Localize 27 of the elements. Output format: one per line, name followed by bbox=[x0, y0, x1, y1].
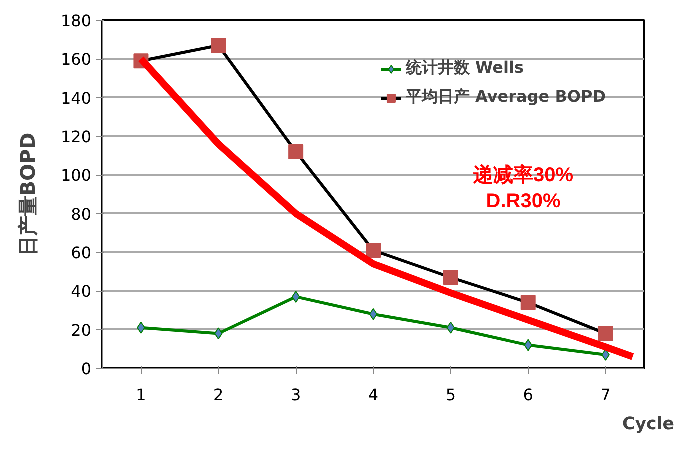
y-tick-label: 40 bbox=[71, 282, 92, 302]
x-tick-label: 4 bbox=[368, 386, 379, 404]
point bbox=[292, 290, 300, 303]
y-tick-label: 20 bbox=[71, 320, 92, 340]
x-axis-title: Cycle bbox=[622, 414, 675, 434]
y-tick-label: 160 bbox=[60, 50, 92, 70]
y-tick-label: 100 bbox=[60, 166, 92, 186]
y-tick-label: 60 bbox=[71, 244, 92, 262]
legend-label: 平均日产 Average BOPD bbox=[406, 87, 606, 108]
y-tick-label: 140 bbox=[60, 88, 92, 108]
point bbox=[524, 339, 533, 352]
point bbox=[446, 322, 456, 334]
x-tick-label: 3 bbox=[290, 386, 302, 404]
x-tick-label: 5 bbox=[446, 386, 456, 404]
point bbox=[369, 308, 378, 320]
legend-label: 统计井数 Wells bbox=[406, 58, 524, 79]
y-axis-title: 日产量BOPD bbox=[16, 132, 40, 256]
y-tick-label: 0 bbox=[81, 360, 92, 378]
x-tick-label: 1 bbox=[136, 386, 146, 404]
point bbox=[214, 328, 223, 340]
x-tick-label: 7 bbox=[600, 386, 611, 404]
y-tick-label: 80 bbox=[71, 204, 92, 224]
x-tick-label: 6 bbox=[523, 386, 534, 404]
y-tick-label: 180 bbox=[60, 12, 92, 30]
x-tick-label: 2 bbox=[214, 386, 224, 404]
annotation: 递减率30% D.R30% bbox=[472, 163, 574, 213]
y-tick-label: 120 bbox=[60, 128, 92, 146]
